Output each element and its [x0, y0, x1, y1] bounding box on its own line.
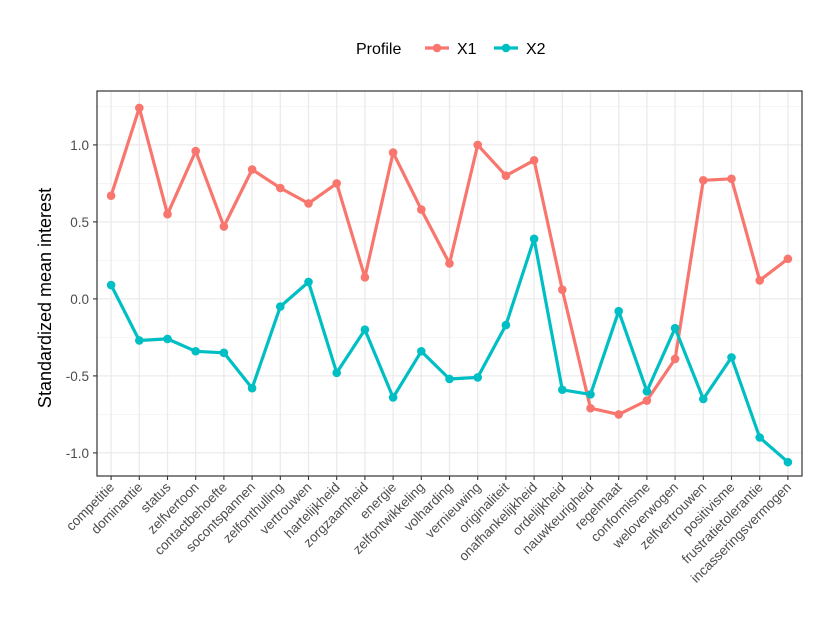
data-point-x1 — [247, 165, 257, 174]
data-point-x1 — [135, 103, 144, 113]
data-point-x2 — [501, 320, 511, 330]
data-point-x1 — [388, 148, 398, 157]
data-point-x2 — [586, 390, 595, 399]
data-point-x1 — [642, 396, 652, 405]
series-x2 — [106, 234, 793, 467]
data-point-x2 — [219, 348, 229, 358]
legend-marker-x2 — [501, 43, 511, 53]
data-point-x2 — [699, 394, 708, 404]
y-axis-title: Standardized mean interest — [35, 188, 55, 408]
data-point-x2 — [614, 306, 623, 316]
data-point-x1 — [445, 259, 454, 268]
data-point-x1 — [558, 285, 567, 294]
data-point-x2 — [135, 336, 144, 345]
x-axis: competitiedominantiestatuszelfvertooncon… — [63, 476, 794, 586]
data-point-x1 — [360, 273, 370, 282]
legend: Profile X1 X2 — [356, 41, 546, 58]
data-point-x1 — [727, 174, 736, 184]
data-point-x1 — [163, 209, 172, 219]
data-point-x2 — [670, 323, 680, 333]
data-point-x2 — [755, 433, 764, 442]
data-point-x1 — [529, 156, 539, 165]
data-point-x1 — [755, 276, 764, 285]
data-point-x1 — [304, 199, 313, 208]
data-point-x1 — [276, 183, 285, 193]
y-axis: -1.0 -0.5 0.0 0.5 1.0 — [66, 138, 97, 461]
data-point-x2 — [445, 374, 454, 384]
data-point-x1 — [332, 179, 342, 188]
legend-label-x1: X1 — [457, 41, 477, 58]
y-tick-label: 0.5 — [70, 215, 89, 230]
data-point-x1 — [106, 191, 116, 201]
y-tick-label: -1.0 — [66, 446, 89, 461]
data-point-x1 — [783, 254, 793, 264]
data-point-x2 — [783, 457, 793, 467]
data-point-x2 — [163, 334, 172, 344]
data-point-x2 — [304, 277, 313, 287]
data-point-x2 — [106, 280, 116, 290]
data-point-x2 — [727, 353, 736, 362]
data-point-x1 — [670, 354, 680, 364]
data-point-x2 — [360, 325, 370, 335]
legend-title: Profile — [356, 41, 401, 58]
legend-marker-x1 — [432, 43, 442, 53]
data-point-x1 — [473, 140, 483, 150]
data-point-x1 — [699, 176, 708, 185]
data-point-x2 — [417, 346, 426, 356]
data-point-x1 — [586, 403, 595, 413]
data-point-x2 — [332, 368, 342, 378]
series-x1 — [106, 103, 793, 419]
data-point-x2 — [191, 346, 200, 356]
data-point-x1 — [191, 146, 200, 156]
y-tick-label: 1.0 — [70, 138, 89, 153]
y-tick-label: 0.0 — [70, 292, 89, 307]
data-point-x2 — [276, 302, 285, 311]
data-point-x2 — [473, 373, 483, 382]
y-tick-label: -0.5 — [66, 369, 89, 384]
data-point-x1 — [501, 171, 511, 180]
data-point-x1 — [417, 205, 426, 214]
data-point-x1 — [219, 222, 229, 231]
data-point-x1 — [614, 410, 623, 419]
grid-major — [97, 91, 802, 476]
data-point-x2 — [247, 383, 257, 393]
legend-label-x2: X2 — [526, 41, 546, 58]
data-point-x2 — [388, 393, 398, 402]
data-point-x2 — [558, 385, 567, 395]
series-layer — [106, 103, 793, 467]
data-point-x2 — [642, 387, 652, 396]
data-point-x2 — [529, 234, 539, 244]
